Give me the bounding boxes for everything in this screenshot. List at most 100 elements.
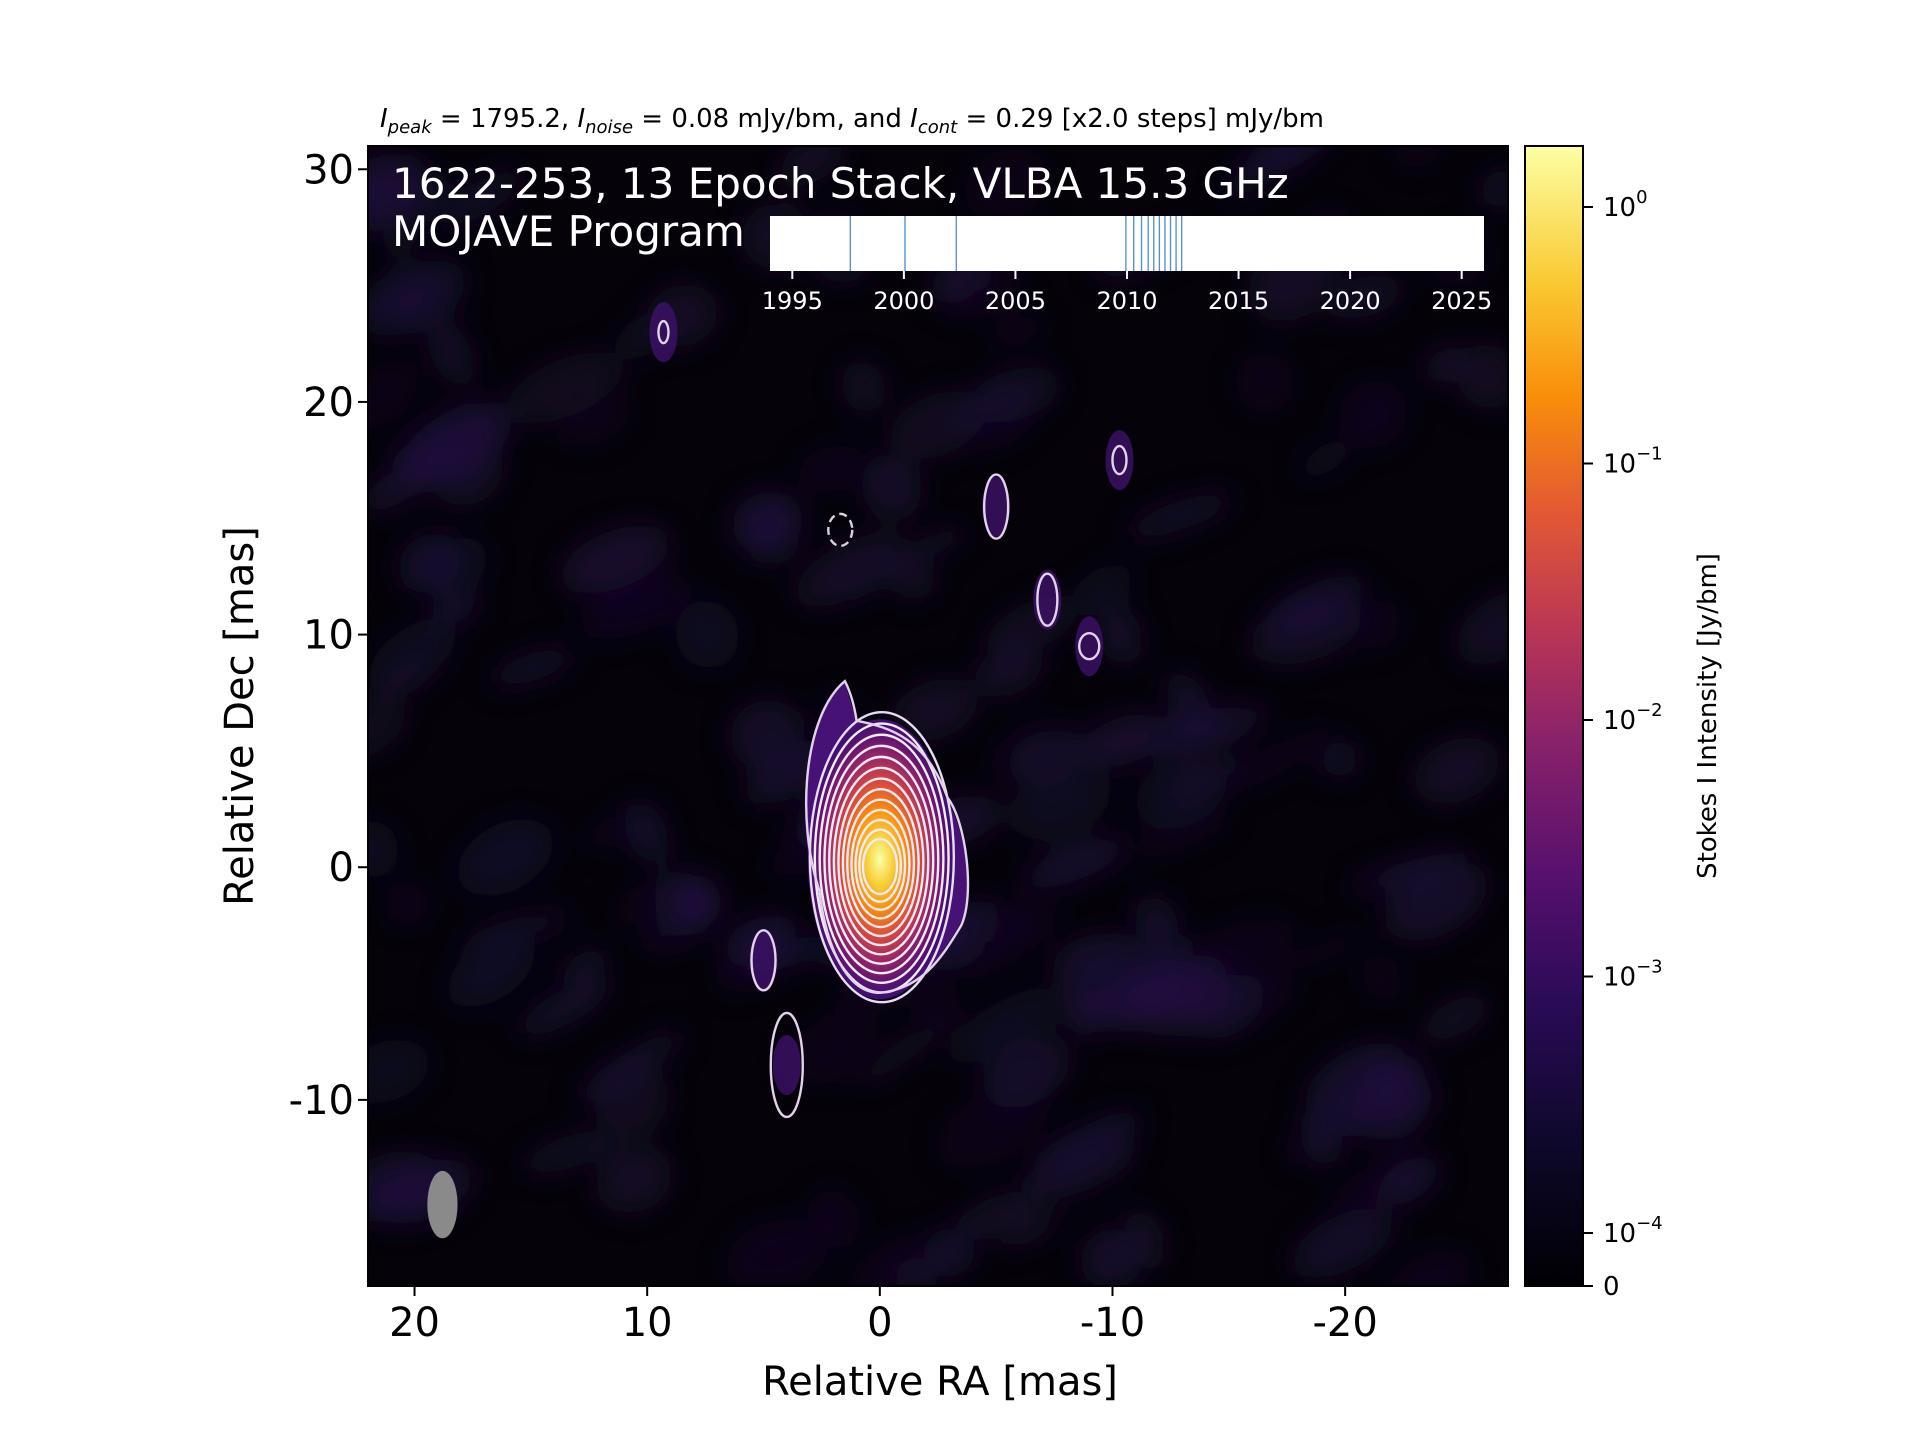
noise-blob (507, 352, 624, 423)
noise-blob (432, 595, 481, 625)
noise-symbol: I (577, 104, 585, 134)
contours (657, 319, 1128, 1119)
noise-blob (1071, 564, 1133, 616)
contour-island-0 (750, 929, 777, 992)
epoch-tick-label-6: 2025 (1431, 287, 1492, 315)
noise-blob (677, 876, 722, 925)
contour-level-8 (846, 798, 916, 929)
colorbar-tick-label-5: 0 (1603, 1272, 1620, 1302)
noise-blob (1022, 838, 1127, 889)
noise-blob (1236, 351, 1295, 413)
noise-blob (1376, 1157, 1440, 1206)
epoch-ticks: 1995 2000 2005 2010 2015 2020 2025 (762, 271, 1492, 315)
noise-blob (908, 525, 967, 561)
noise-blob (595, 1145, 672, 1214)
noise-blob (1479, 170, 1508, 208)
epoch-timeline: 1995 2000 2005 2010 2015 2020 2025 (762, 216, 1492, 315)
noise-blob (949, 987, 1058, 1063)
noise-blob (1384, 861, 1488, 941)
noise-blob (807, 1190, 860, 1248)
noise-blob (837, 565, 888, 601)
epoch-timeline-box (770, 216, 1484, 271)
noise-blob (853, 1020, 947, 1087)
contour-island-1 (769, 1011, 804, 1119)
noise-blob (785, 1014, 878, 1084)
noise-blob (965, 909, 1061, 978)
noise-blob (969, 367, 1060, 423)
noise-blob (368, 820, 399, 879)
noise-blob (936, 1086, 1048, 1169)
contour-level-11 (858, 828, 903, 903)
noise-blob (795, 533, 904, 607)
noise-blob (1350, 1066, 1433, 1141)
contour-level-12 (861, 837, 899, 896)
noise-blob (1457, 590, 1508, 665)
noise-blob (1080, 1229, 1144, 1286)
noise-blob (1007, 730, 1085, 783)
faint-component-4 (1075, 616, 1104, 677)
x-tick-label-4: -20 (1312, 1300, 1377, 1346)
x-tick-label-2: 0 (867, 1300, 892, 1346)
epoch-tick-label-0: 1995 (762, 287, 823, 315)
noise-blob (594, 1063, 669, 1136)
noise-blob (924, 1229, 975, 1277)
faint-component-1 (772, 1034, 801, 1095)
epoch-tick-label-5: 2020 (1320, 287, 1381, 315)
y-axis-ticks: 30 20 10 0 -10 (289, 147, 368, 1124)
contour-level-5 (832, 766, 930, 956)
noise-blob (459, 911, 575, 949)
beam-ellipse (427, 1170, 458, 1239)
noise-blob (1350, 852, 1468, 892)
noise-blob (955, 1191, 1039, 1240)
peak-text: = 1795.2, (432, 104, 578, 134)
y-tick-label-0: 30 (303, 147, 354, 193)
noise-blob (1195, 918, 1295, 972)
colorbar-tick-label-0: 100 (1603, 187, 1648, 223)
noise-blob (415, 538, 488, 597)
noise-blob (520, 1130, 620, 1174)
contour-level-9 (850, 808, 911, 920)
noise-blob (1327, 275, 1403, 319)
noise-blob (368, 260, 466, 336)
epoch-lines (849, 216, 1183, 271)
contour-island-2 (982, 473, 1010, 540)
epoch-tick-label-1: 2000 (873, 287, 934, 315)
x-tick-label-1: 10 (622, 1300, 673, 1346)
cont-text: = 0.29 [x2.0 steps] mJy/bm (957, 104, 1324, 134)
noise-blob (368, 153, 430, 232)
noise-blob (1144, 706, 1268, 754)
x-axis-label: Relative RA [mas] (762, 1359, 1118, 1405)
contour-island-4 (1078, 632, 1101, 661)
noise-blob (1266, 575, 1365, 632)
cont-symbol: I (910, 104, 918, 134)
faint-component-6 (649, 302, 678, 363)
noise-blob (368, 362, 418, 431)
colorbar: 100 10−1 10−2 10−3 10−4 0 Stokes I Intensity … (1524, 145, 1723, 1302)
noise-blob (841, 361, 886, 414)
faint-component-0 (749, 930, 778, 991)
colorbar-tick-label-3: 10−3 (1603, 957, 1663, 993)
y-tick-label-4: -10 (289, 1078, 354, 1124)
y-tick-label-1: 20 (303, 380, 354, 426)
noise-blob (1165, 755, 1251, 800)
noise-blob (447, 935, 536, 1008)
noise-blob (457, 818, 554, 896)
contour-level-10 (854, 818, 907, 912)
noise-blob (1394, 146, 1442, 169)
map-header: Ipeak = 1795.2, Inoise = 0.08 mJy/bm, an… (380, 104, 1324, 138)
intensity-map: 1622-253, 13 Epoch Stack, VLBA 15.3 GHz … (367, 145, 1509, 1287)
epoch-tick-label-3: 2010 (1096, 287, 1157, 315)
y-tick-label-3: 0 (329, 845, 354, 891)
noise-blob (556, 398, 631, 446)
noise-blob (1331, 1148, 1423, 1214)
noise-blob (1081, 714, 1166, 768)
stack-title-line2: MOJAVE Program (392, 207, 745, 256)
contour-level-7 (841, 788, 920, 938)
noise-blob (1292, 1208, 1394, 1278)
faint-component-5 (1105, 430, 1134, 491)
noise-blob (441, 170, 523, 225)
noise-blob (964, 148, 1050, 220)
noise-blob (1362, 955, 1402, 1001)
noise-blob (368, 1039, 430, 1104)
